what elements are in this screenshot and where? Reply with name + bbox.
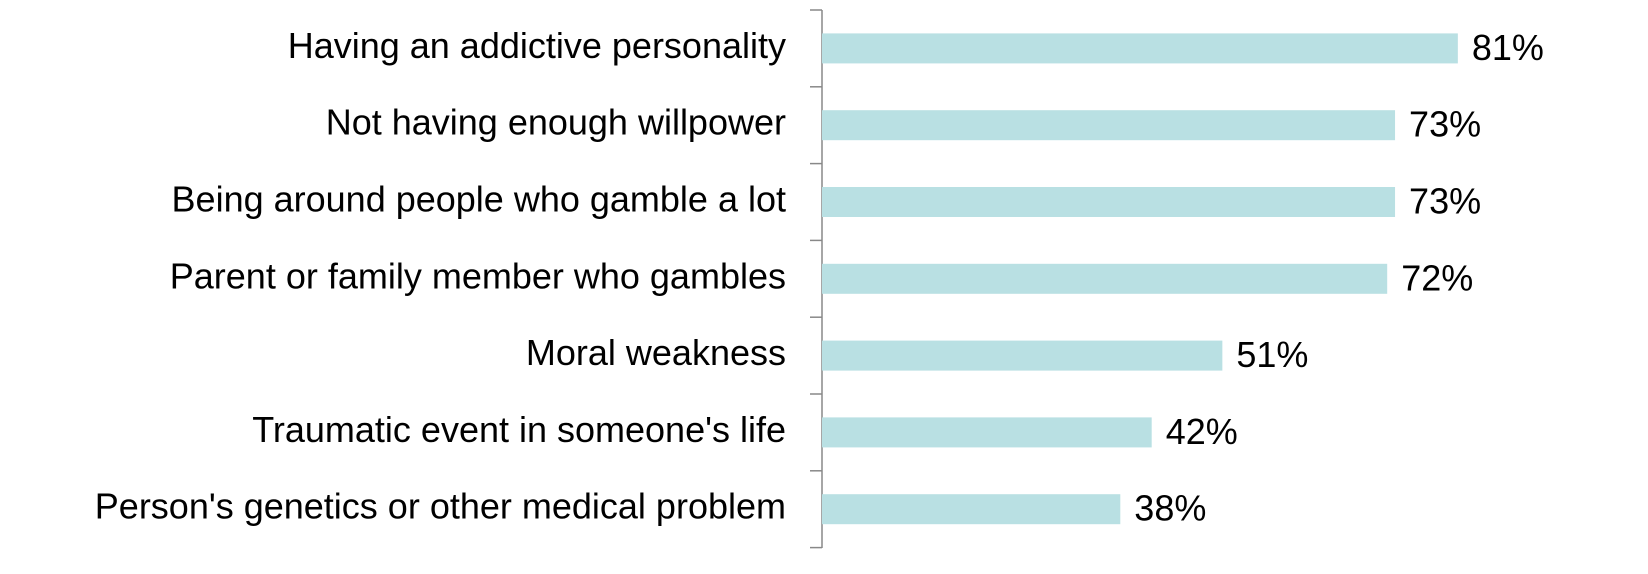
category-label: Traumatic event in someone's life [252,409,786,450]
value-label: 73% [1409,181,1481,222]
category-label: Being around people who gamble a lot [172,179,786,220]
category-label: Parent or family member who gambles [170,255,786,296]
value-label: 38% [1134,488,1206,529]
category-label: Having an addictive personality [288,25,786,66]
value-label: 42% [1166,411,1238,452]
value-label: 73% [1409,104,1481,145]
category-label: Moral weakness [526,332,786,373]
bar [822,340,1223,371]
bar [822,33,1458,64]
bar [822,110,1396,141]
category-label: Not having enough willpower [326,102,786,143]
value-label: 72% [1401,257,1473,298]
bar [822,187,1396,217]
bar [822,417,1152,448]
bar [822,263,1388,294]
bar [822,494,1121,525]
value-label: 81% [1472,27,1544,68]
value-label: 51% [1236,334,1308,375]
category-label: Person's genetics or other medical probl… [95,486,786,527]
